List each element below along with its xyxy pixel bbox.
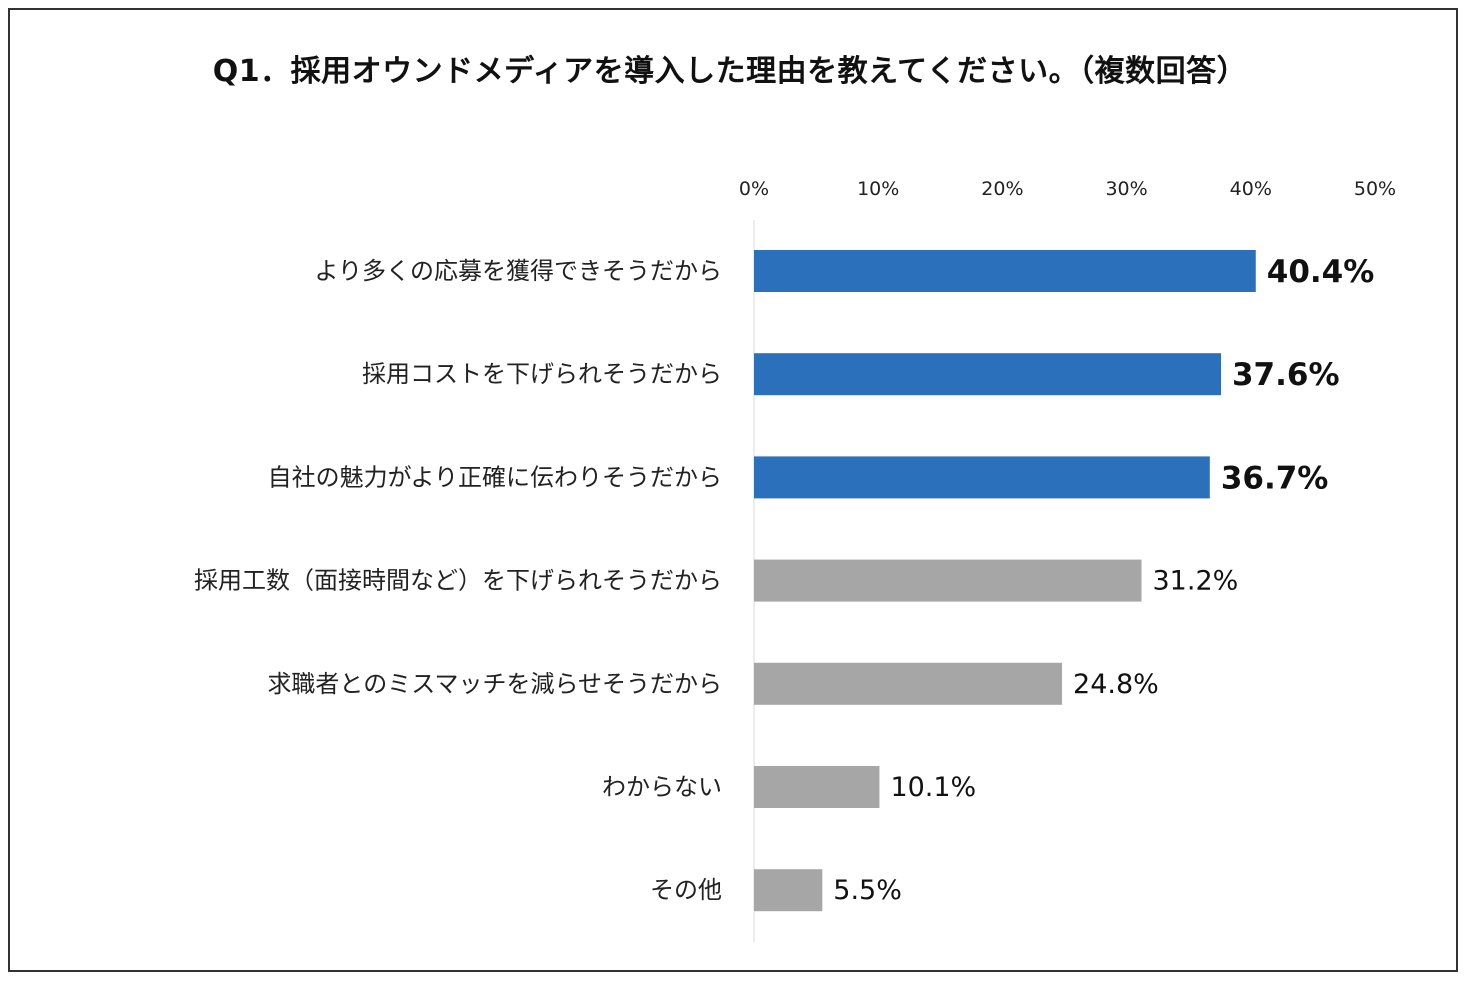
category-label: 採用工数（面接時間など）を下げられそうだから [194,567,722,595]
x-tick-label: 10% [857,178,899,200]
bar [754,250,1256,292]
category-label: わからない [602,773,722,801]
value-label: 37.6% [1232,357,1340,393]
value-label: 24.8% [1073,669,1159,700]
x-tick-label: 40% [1230,178,1272,200]
value-label: 40.4% [1267,254,1375,290]
category-label: より多くの応募を獲得できそうだから [314,257,722,285]
bar [754,662,1063,705]
x-tick-label: 20% [981,178,1023,200]
bar [754,456,1210,499]
chart-frame [8,8,1458,972]
bar [754,559,1142,602]
value-label: 31.2% [1153,566,1239,597]
category-label: 求職者とのミスマッチを減らせそうだから [267,670,722,698]
chart-title: Q1．採用オウンドメディアを導入した理由を教えてください。（複数回答） [212,54,1248,89]
x-tick-label: 30% [1105,178,1147,200]
x-tick-label: 0% [739,178,769,200]
bar [754,869,823,912]
value-label: 10.1% [890,772,976,803]
x-tick-label: 50% [1354,178,1396,200]
category-label: 自社の魅力がより正確に伝わりそうだから [268,463,722,491]
bar [754,353,1221,396]
value-label: 36.7% [1221,460,1329,496]
bar [754,766,880,808]
category-label: その他 [650,876,722,904]
category-label: 採用コストを下げられそうだから [362,360,722,388]
value-label: 5.5% [833,875,902,906]
